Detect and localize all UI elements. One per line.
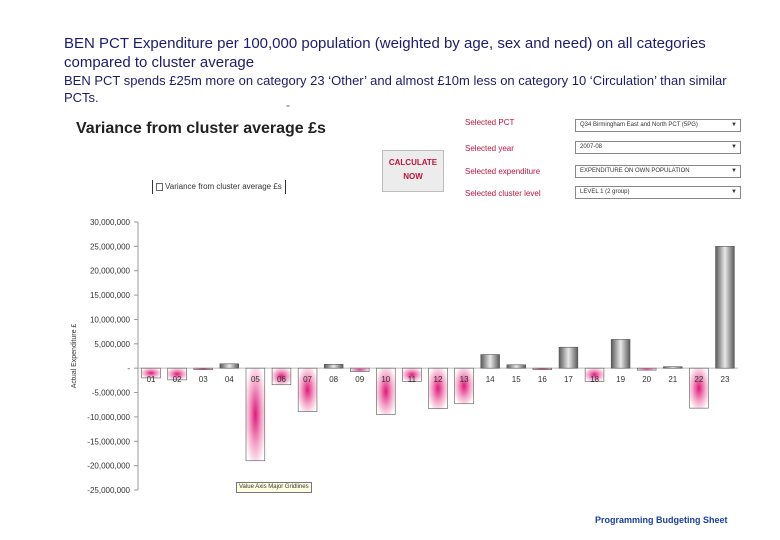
- x-tick-label: 01: [147, 375, 156, 384]
- bar-23: [715, 246, 735, 369]
- selected-pct-label: Selected PCT: [465, 118, 515, 127]
- y-tick-label: 25,000,000: [90, 242, 131, 251]
- y-tick-label: 5,000,000: [94, 340, 130, 349]
- calculate-label: CALCULATE: [388, 158, 438, 167]
- x-tick-label: 10: [381, 375, 390, 384]
- calculate-now-button[interactable]: CALCULATE NOW: [382, 150, 444, 192]
- y-tick-label: -: [127, 364, 130, 373]
- bar-07: [297, 367, 318, 412]
- x-tick-label: 03: [199, 375, 208, 384]
- y-tick-label: 10,000,000: [90, 315, 131, 324]
- selected-year-label: Selected year: [465, 144, 514, 153]
- y-tick-label: 15,000,000: [90, 291, 131, 300]
- page-heading: BEN PCT Expenditure per 100,000 populati…: [64, 35, 706, 71]
- legend-label: Variance from cluster average £s: [165, 182, 282, 191]
- dropdown-arrow-icon: ▼: [731, 122, 737, 128]
- bar-20: [637, 367, 657, 371]
- now-label: NOW: [403, 172, 423, 181]
- x-tick-label: 14: [486, 375, 495, 384]
- selected-pct-dropdown[interactable]: Q34 Birmingham East and North PCT (5PG) …: [575, 119, 741, 132]
- bar-06: [271, 367, 292, 386]
- selected-year-value: 2007-08: [580, 144, 603, 150]
- selected-expenditure-label: Selected expenditure: [465, 167, 541, 176]
- y-tick-label: -20,000,000: [87, 462, 130, 471]
- y-tick-label: -25,000,000: [87, 486, 130, 495]
- chart-legend[interactable]: Variance from cluster average £s: [152, 180, 286, 194]
- bar-12: [428, 367, 448, 409]
- dropdown-arrow-icon: ▼: [731, 144, 737, 150]
- selected-cluster-value: LEVEL 1 (2 group): [580, 189, 630, 195]
- x-tick-label: 05: [251, 375, 260, 384]
- x-tick-label: 07: [303, 375, 312, 384]
- x-tick-label: 06: [277, 375, 286, 384]
- bar-15: [506, 364, 526, 369]
- bar-22: [689, 367, 709, 409]
- footer-label: Programming Budgeting Sheet: [595, 515, 728, 525]
- chart-title: Variance from cluster average £s: [76, 120, 326, 137]
- selected-cluster-dropdown[interactable]: LEVEL 1 (2 group) ▼: [575, 186, 741, 199]
- x-tick-label: 17: [564, 375, 573, 384]
- y-tick-label: -15,000,000: [87, 437, 130, 446]
- bar-04: [219, 363, 239, 369]
- x-tick-label: 23: [721, 375, 730, 384]
- bar-01: [141, 367, 161, 379]
- x-tick-label: 19: [616, 375, 625, 384]
- x-tick-label: 21: [668, 375, 677, 384]
- selected-pct-value: Q34 Birmingham East and North PCT (5PG): [580, 122, 698, 128]
- y-axis-title: Actual Expenditure £: [71, 324, 78, 389]
- gridlines-tooltip: Value Axis Major Gridlines: [236, 482, 312, 493]
- bar-19: [610, 339, 631, 369]
- bar-21: [663, 366, 683, 369]
- bar-14: [480, 354, 500, 369]
- x-tick-label: 13: [460, 375, 469, 384]
- bar-18: [584, 367, 605, 382]
- dropdown-arrow-icon: ▼: [731, 168, 737, 174]
- x-tick-label: 18: [590, 375, 599, 384]
- bar-16: [532, 367, 553, 370]
- x-tick-label: 12: [434, 375, 443, 384]
- x-tick-label: 02: [173, 375, 182, 384]
- bar-05: [245, 367, 266, 462]
- bar-13: [454, 367, 474, 405]
- bar-08: [323, 363, 344, 369]
- bar-03: [193, 367, 213, 370]
- selected-expenditure-dropdown[interactable]: EXPENDITURE ON OWN POPULATION ▼: [575, 165, 741, 178]
- page-subheading: BEN PCT spends £25m more on category 23 …: [64, 73, 727, 105]
- x-tick-label: 15: [512, 375, 521, 384]
- legend-swatch-icon: [156, 182, 163, 191]
- y-tick-label: -5,000,000: [92, 389, 131, 398]
- bar-11: [402, 367, 422, 382]
- dash-mark: -: [286, 98, 290, 112]
- x-tick-label: 08: [329, 375, 338, 384]
- dropdown-arrow-icon: ▼: [731, 189, 737, 195]
- bar-17: [558, 346, 579, 369]
- selected-expenditure-value: EXPENDITURE ON OWN POPULATION: [580, 168, 690, 174]
- bar-09: [350, 367, 370, 372]
- bar-10: [376, 367, 396, 415]
- x-tick-label: 11: [408, 375, 417, 384]
- x-tick-label: 09: [355, 375, 364, 384]
- y-tick-label: 30,000,000: [90, 218, 131, 227]
- y-tick-label: 20,000,000: [90, 267, 131, 276]
- x-tick-label: 16: [538, 375, 547, 384]
- bar-02: [167, 367, 187, 381]
- x-tick-label: 22: [694, 375, 703, 384]
- y-tick-label: -10,000,000: [87, 413, 130, 422]
- selected-year-dropdown[interactable]: 2007-08 ▼: [575, 141, 741, 154]
- x-tick-label: 04: [225, 375, 234, 384]
- selected-cluster-label: Selected cluster level: [465, 189, 541, 198]
- x-tick-label: 20: [642, 375, 651, 384]
